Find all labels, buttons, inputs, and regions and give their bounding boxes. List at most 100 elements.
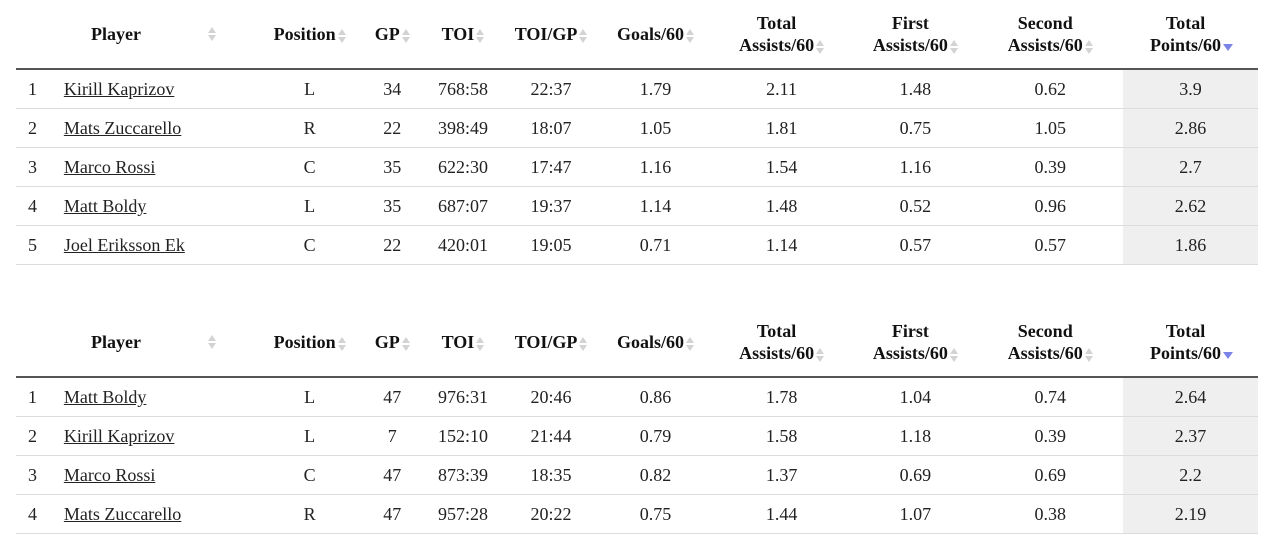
column-header-second-assists60[interactable]: Second Assists/60 <box>977 308 1124 378</box>
table-row: 4 Mats Zuccarello R 47 957:28 20:22 0.75 1.44 1.… <box>16 494 1258 534</box>
first-assists60-cell: 1.18 <box>853 416 978 456</box>
column-header-total-assists60[interactable]: Total Assists/60 <box>709 0 854 70</box>
player-link[interactable]: Marco Rossi <box>63 465 156 485</box>
column-header-goals60[interactable]: Goals/60 <box>601 308 710 378</box>
goals60-cell: 0.75 <box>601 494 710 534</box>
player-link[interactable]: Kirill Kaprizov <box>63 79 175 99</box>
second-assists60-cell: 0.57 <box>977 225 1124 265</box>
total-points60-cell: 2.64 <box>1123 377 1258 417</box>
total-assists60-cell: 1.81 <box>709 108 854 148</box>
player-cell: Mats Zuccarello <box>63 494 260 534</box>
table-header-row: Player Position GP TOI TOI/GP Goals/60 T… <box>16 308 1258 378</box>
column-header-total-points60[interactable]: Total Points/60 <box>1123 308 1258 378</box>
column-header-gp[interactable]: GP <box>359 0 425 70</box>
rank-cell: 5 <box>16 225 64 265</box>
gp-cell: 35 <box>359 186 425 226</box>
column-header-total-assists60[interactable]: Total Assists/60 <box>709 308 854 378</box>
column-header-gp[interactable]: GP <box>359 308 425 378</box>
rank-cell: 4 <box>16 186 64 226</box>
column-header-toi-gp[interactable]: TOI/GP <box>501 0 602 70</box>
sort-desc-icon <box>1223 40 1234 54</box>
rank-cell: 4 <box>16 494 64 534</box>
player-link[interactable]: Marco Rossi <box>63 157 156 177</box>
player-link[interactable]: Joel Eriksson Ek <box>63 235 185 255</box>
column-header-label: Position <box>273 24 336 44</box>
column-header-player[interactable]: Player <box>16 308 260 378</box>
column-header-toi[interactable]: TOI <box>424 308 502 378</box>
total-assists60-cell: 2.11 <box>709 69 854 109</box>
header-line-1: Total <box>756 321 797 341</box>
first-assists60-cell: 1.16 <box>853 147 978 187</box>
position-cell: L <box>259 416 360 456</box>
table-row: 1 Matt Boldy L 47 976:31 20:46 0.86 1.78 1.04 0.7… <box>16 377 1258 417</box>
sort-both-icon <box>685 336 694 351</box>
column-header-second-assists60[interactable]: Second Assists/60 <box>977 0 1124 70</box>
total-points60-cell: 1.86 <box>1123 225 1258 265</box>
table-row: 2 Kirill Kaprizov L 7 152:10 21:44 0.79 1.58 1.1… <box>16 416 1258 456</box>
total-assists60-cell: 1.54 <box>709 147 854 187</box>
toi-gp-cell: 22:37 <box>501 69 602 109</box>
position-cell: L <box>259 186 360 226</box>
toi-gp-cell: 21:44 <box>501 416 602 456</box>
total-points60-cell: 2.62 <box>1123 186 1258 226</box>
total-points60-cell: 2.86 <box>1123 108 1258 148</box>
position-cell: R <box>259 108 360 148</box>
table-row: 3 Marco Rossi C 35 622:30 17:47 1.16 1.54 1.16 0.… <box>16 147 1258 187</box>
column-header-label: Total Points/60 <box>1150 12 1221 56</box>
column-header-position[interactable]: Position <box>259 0 360 70</box>
total-assists60-cell: 1.44 <box>709 494 854 534</box>
rank-cell: 1 <box>16 69 64 109</box>
position-cell: C <box>259 147 360 187</box>
player-cell: Kirill Kaprizov <box>63 69 260 109</box>
player-link[interactable]: Mats Zuccarello <box>63 504 182 524</box>
column-header-label: Player <box>91 332 141 352</box>
player-link[interactable]: Mats Zuccarello <box>63 118 182 138</box>
column-header-label: First Assists/60 <box>873 12 948 56</box>
column-header-player[interactable]: Player <box>16 0 260 70</box>
column-header-toi-gp[interactable]: TOI/GP <box>501 308 602 378</box>
goals60-cell: 1.16 <box>601 147 710 187</box>
sort-both-icon <box>949 347 958 362</box>
toi-cell: 873:39 <box>424 455 502 495</box>
column-header-label: Total Assists/60 <box>739 12 814 56</box>
player-link[interactable]: Matt Boldy <box>63 196 147 216</box>
header-line-1: Total <box>1165 321 1206 341</box>
second-assists60-cell: 0.62 <box>977 69 1124 109</box>
player-cell: Marco Rossi <box>63 147 260 187</box>
column-header-first-assists60[interactable]: First Assists/60 <box>853 308 978 378</box>
table-row: 1 Kirill Kaprizov L 34 768:58 22:37 1.79 2.11 1.… <box>16 69 1258 109</box>
sort-both-icon <box>401 336 410 351</box>
table-header-row: Player Position GP TOI TOI/GP Goals/60 T… <box>16 0 1258 70</box>
rank-cell: 3 <box>16 455 64 495</box>
column-header-position[interactable]: Position <box>259 308 360 378</box>
column-header-label: Total Assists/60 <box>739 320 814 364</box>
column-header-goals60[interactable]: Goals/60 <box>601 0 710 70</box>
player-cell: Matt Boldy <box>63 377 260 417</box>
sort-both-icon <box>579 28 588 43</box>
player-cell: Kirill Kaprizov <box>63 416 260 456</box>
toi-cell: 957:28 <box>424 494 502 534</box>
gp-cell: 22 <box>359 225 425 265</box>
sort-both-icon <box>337 28 346 43</box>
column-header-label: TOI <box>441 332 475 352</box>
first-assists60-cell: 0.69 <box>853 455 978 495</box>
rank-cell: 2 <box>16 416 64 456</box>
column-header-toi[interactable]: TOI <box>424 0 502 70</box>
column-header-label: First Assists/60 <box>873 320 948 364</box>
gp-cell: 35 <box>359 147 425 187</box>
sort-both-icon <box>476 28 485 43</box>
toi-gp-cell: 19:37 <box>501 186 602 226</box>
player-link[interactable]: Kirill Kaprizov <box>63 426 175 446</box>
table-row: 5 Joel Eriksson Ek C 22 420:01 19:05 0.71 1.14 0… <box>16 225 1258 265</box>
column-header-label: GP <box>374 332 400 352</box>
column-header-total-points60[interactable]: Total Points/60 <box>1123 0 1258 70</box>
first-assists60-cell: 1.07 <box>853 494 978 534</box>
sort-both-icon <box>685 28 694 43</box>
column-header-label: Second Assists/60 <box>1008 320 1083 364</box>
player-link[interactable]: Matt Boldy <box>63 387 147 407</box>
gp-cell: 47 <box>359 494 425 534</box>
toi-gp-cell: 19:05 <box>501 225 602 265</box>
column-header-first-assists60[interactable]: First Assists/60 <box>853 0 978 70</box>
total-assists60-cell: 1.58 <box>709 416 854 456</box>
player-cell: Matt Boldy <box>63 186 260 226</box>
